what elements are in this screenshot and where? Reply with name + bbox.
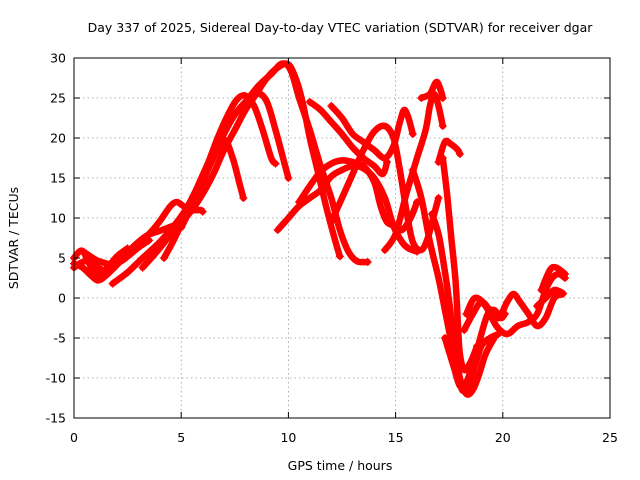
ticks-layer: 0 5 10 15 20 25 -15 -10 -5 0 5 10 15 20 25 30 — [46, 51, 618, 446]
y-tick-label: 0 — [58, 291, 66, 306]
plus-marker — [490, 334, 499, 342]
series-arc-10 — [295, 157, 421, 234]
x-tick-label: 10 — [280, 430, 296, 445]
series-arc-17 — [428, 210, 498, 398]
series-arc-22 — [463, 270, 569, 338]
series-arc-8 — [177, 136, 247, 231]
chart-title: Day 337 of 2025, Sidereal Day-to-day VTE… — [88, 20, 594, 35]
plus-marker — [380, 246, 389, 254]
plus-marker — [438, 94, 447, 102]
y-tick-label: 10 — [50, 211, 66, 226]
series-arc-19 — [439, 154, 481, 374]
plus-marker — [533, 302, 542, 310]
x-tick-label: 5 — [177, 430, 185, 445]
plus-marker — [327, 218, 336, 226]
plus-marker — [440, 334, 449, 342]
plus-marker — [138, 263, 147, 272]
plus-marker — [417, 94, 426, 102]
x-tick-label: 0 — [70, 430, 78, 445]
plus-marker — [537, 286, 546, 294]
plus-marker — [80, 250, 89, 258]
plus-marker — [239, 194, 248, 202]
plus-marker — [160, 254, 169, 262]
y-tick-label: 15 — [50, 171, 66, 186]
series-arc-12 — [328, 102, 417, 162]
x-axis-label: GPS time / hours — [288, 458, 393, 473]
plus-marker — [560, 270, 569, 278]
series-arc-7 — [160, 92, 279, 262]
plus-marker — [305, 98, 314, 106]
plus-marker — [123, 244, 132, 253]
x-tick-label: 25 — [602, 430, 618, 445]
plus-marker — [295, 198, 304, 206]
plus-marker — [363, 258, 372, 266]
plus-marker — [460, 326, 469, 334]
plot-frame — [73, 57, 611, 419]
plus-marker — [284, 174, 293, 182]
y-tick-label: 5 — [58, 251, 66, 266]
x-tick-label: 15 — [388, 430, 404, 445]
plus-marker — [177, 223, 186, 232]
y-tick-label: -15 — [46, 411, 66, 426]
plus-marker — [198, 207, 207, 216]
y-axis-label: SDTVAR / TECUs — [6, 187, 21, 289]
y-tick-label: -10 — [46, 371, 66, 386]
x-tick-label: 20 — [495, 430, 511, 445]
plus-marker — [408, 166, 417, 174]
series-arc-4 — [81, 245, 131, 278]
series-arc-23 — [538, 263, 569, 294]
plus-marker — [271, 159, 280, 168]
plus-marker — [462, 310, 471, 318]
y-tick-label: 20 — [50, 131, 66, 146]
plus-marker — [428, 210, 437, 218]
plus-marker — [327, 102, 336, 110]
plus-marker — [558, 289, 567, 298]
plus-marker — [335, 252, 344, 261]
plus-marker — [434, 194, 443, 202]
series-arc-14 — [381, 90, 447, 254]
series-arc-20 — [441, 306, 509, 391]
plus-marker — [108, 279, 117, 288]
plus-marker — [438, 122, 447, 130]
y-tick-label: 25 — [50, 91, 66, 106]
series-arc-15 — [418, 78, 447, 102]
plus-marker — [273, 226, 282, 234]
plus-marker — [455, 150, 464, 158]
series-arc-11 — [306, 98, 391, 178]
series-layer — [70, 60, 569, 398]
series-arc-24 — [533, 286, 567, 310]
y-tick-label: 30 — [50, 51, 66, 66]
plus-marker — [408, 130, 417, 138]
plus-marker — [438, 154, 447, 162]
series-arc-18 — [435, 137, 464, 166]
y-tick-label: -5 — [54, 331, 66, 346]
